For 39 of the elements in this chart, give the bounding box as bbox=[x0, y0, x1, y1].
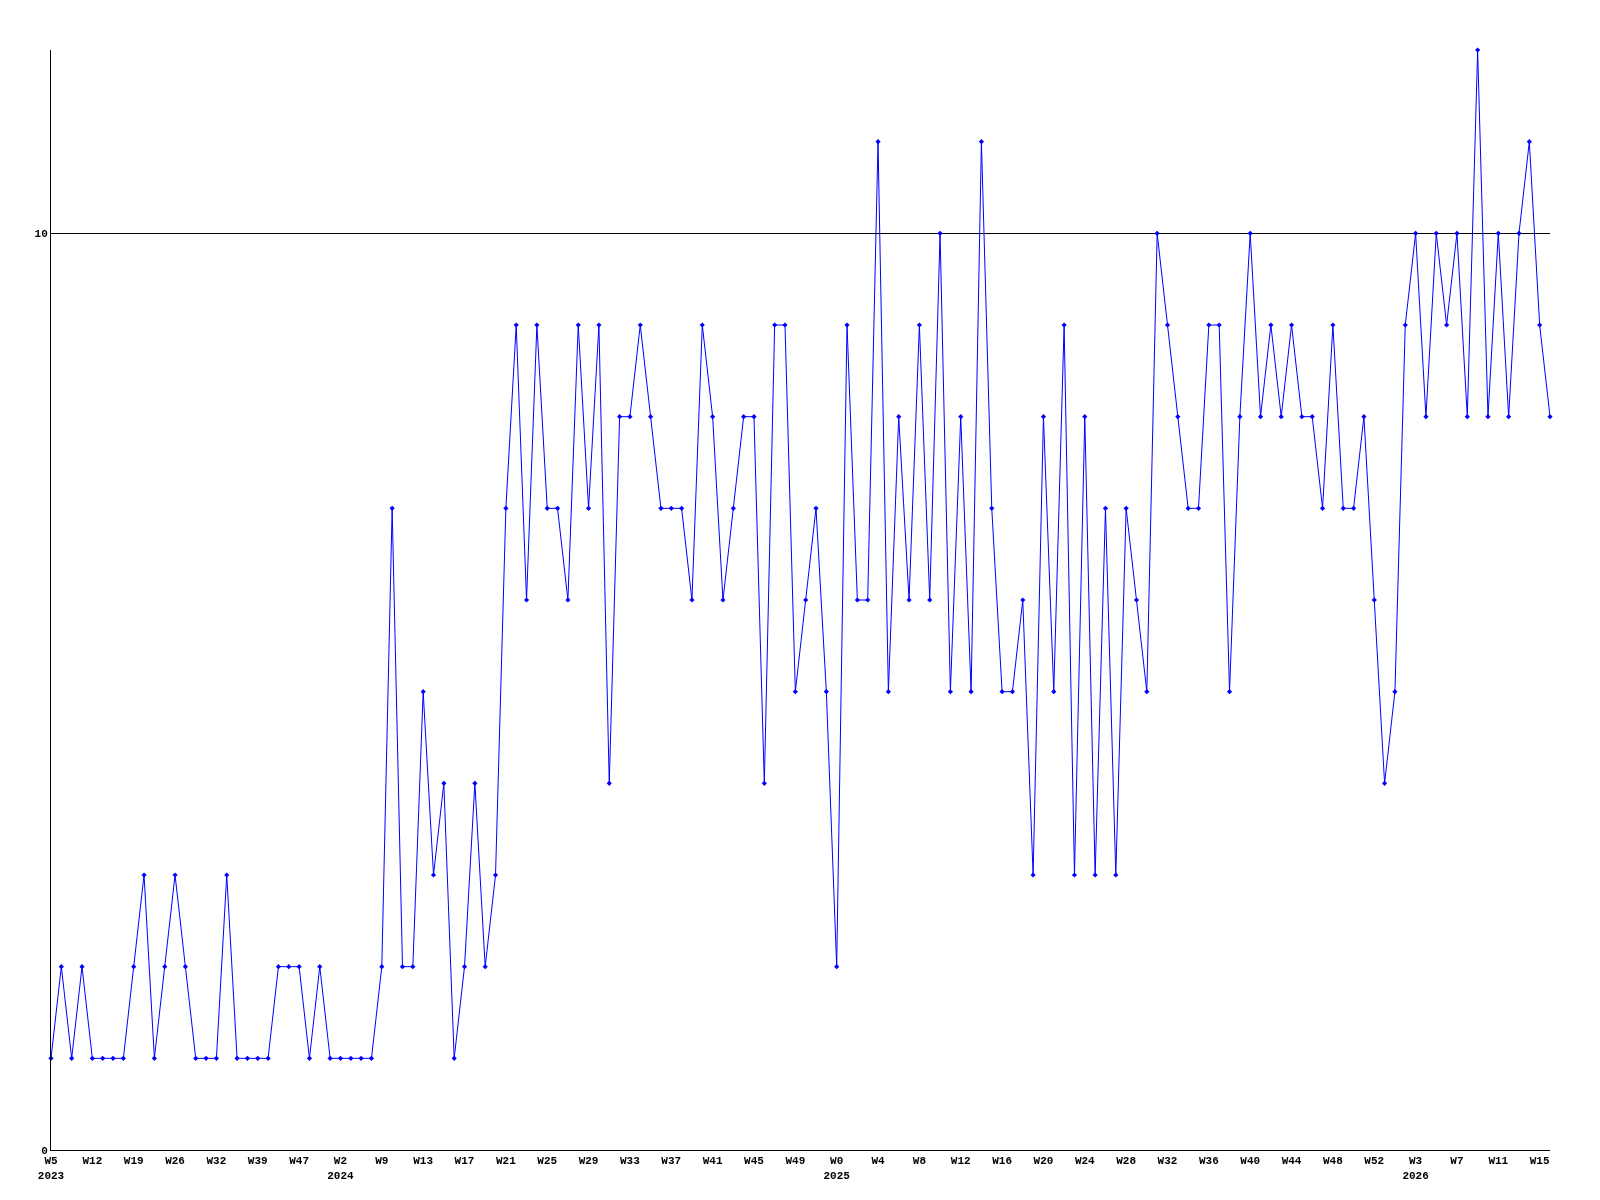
x-tick-label: W17 bbox=[454, 1155, 475, 1168]
x-tick-label: W3 2026 bbox=[1402, 1155, 1429, 1182]
x-tick-label: W7 bbox=[1450, 1155, 1464, 1168]
x-tick-label: W20 bbox=[1033, 1155, 1054, 1168]
x-tick-label: W9 bbox=[375, 1155, 389, 1168]
x-tick-label: W16 bbox=[992, 1155, 1012, 1168]
x-tick-label: W5 2023 bbox=[37, 1155, 65, 1182]
x-tick-label: W33 bbox=[620, 1155, 641, 1168]
x-tick-label: W36 bbox=[1198, 1155, 1219, 1168]
x-tick-label: W19 bbox=[123, 1155, 144, 1168]
x-tick-label: W12 bbox=[950, 1155, 971, 1168]
x-tick-label: W39 bbox=[247, 1155, 268, 1168]
x-tick-label: W32 bbox=[1157, 1155, 1178, 1168]
x-tick-label: W21 bbox=[495, 1155, 517, 1168]
x-tick-label: W49 bbox=[785, 1155, 806, 1168]
x-tick-label: W15 bbox=[1529, 1155, 1550, 1168]
y-tick-label: 0 bbox=[41, 1144, 48, 1157]
x-tick-label: W45 bbox=[744, 1155, 765, 1168]
x-tick-label: W29 bbox=[578, 1155, 599, 1168]
x-tick-label: W0 2025 bbox=[823, 1155, 851, 1182]
x-tick-label: W47 bbox=[289, 1155, 310, 1168]
x-tick-label: W41 bbox=[702, 1155, 723, 1168]
x-tick-label: W24 bbox=[1074, 1155, 1096, 1168]
x-tick-label: W4 bbox=[871, 1155, 886, 1168]
x-tick-label: W2 2024 bbox=[327, 1155, 355, 1182]
x-tick-label: W8 bbox=[912, 1155, 927, 1168]
x-tick-label: W28 bbox=[1116, 1155, 1137, 1168]
x-tick-label: W12 bbox=[82, 1155, 103, 1168]
x-tick-label: W37 bbox=[661, 1155, 682, 1168]
x-tick-label: W44 bbox=[1281, 1155, 1302, 1168]
x-tick-label: W40 bbox=[1240, 1155, 1261, 1168]
x-tick-label: W25 bbox=[537, 1155, 558, 1168]
y-tick-label: 10 bbox=[34, 228, 48, 241]
x-tick-label: W48 bbox=[1322, 1155, 1344, 1168]
x-tick-label: W26 bbox=[165, 1155, 185, 1168]
x-tick-label: W32 bbox=[206, 1155, 227, 1168]
x-tick-label: W52 bbox=[1364, 1155, 1385, 1168]
x-tick-label: W13 bbox=[413, 1155, 434, 1168]
x-tick-label: W11 bbox=[1488, 1155, 1509, 1168]
